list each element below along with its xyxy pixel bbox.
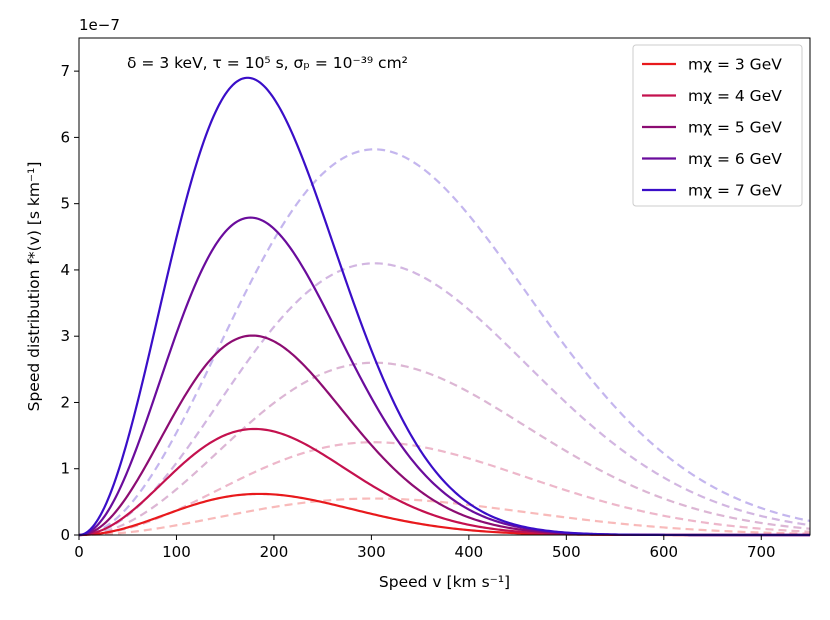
x-tick-label: 600 xyxy=(649,543,678,561)
legend-label-mx-3: mχ = 3 GeV xyxy=(688,56,782,74)
y-tick-label: 5 xyxy=(60,195,70,213)
dashed-series-mx-4 xyxy=(78,441,811,537)
legend-label-mx-7: mχ = 7 GeV xyxy=(688,182,782,200)
x-tick-label: 500 xyxy=(552,543,581,561)
x-axis: 0 100 200 300 400 500 600 700 xyxy=(74,535,776,561)
x-tick-label: 700 xyxy=(747,543,776,561)
y-axis-label: Speed distribution f*(v) [s km⁻¹] xyxy=(25,162,43,412)
legend-box xyxy=(632,44,803,207)
legend-label-mx-5: mχ = 5 GeV xyxy=(688,119,782,137)
x-tick-label: 200 xyxy=(260,543,289,561)
y-tick-label: 0 xyxy=(60,526,70,544)
legend-label-mx-4: mχ = 4 GeV xyxy=(688,87,782,105)
x-tick-label: 300 xyxy=(357,543,386,561)
y-tick-label: 7 xyxy=(60,62,70,80)
x-tick-label: 400 xyxy=(455,543,484,561)
dashed-series-mx-7 xyxy=(78,148,811,537)
plot-frame xyxy=(78,37,811,536)
dashed-series-mx-5 xyxy=(78,361,811,537)
dashed-series-mx-3 xyxy=(79,497,811,537)
legend: mχ = 3 GeV mχ = 4 GeV mχ = 5 GeV mχ = 6 GeV… xyxy=(632,44,803,207)
y-tick-label: 3 xyxy=(60,327,70,345)
y-tick-label: 4 xyxy=(60,261,70,279)
y-axis: 0 1 2 3 4 5 6 7 xyxy=(60,62,79,544)
y-offset-label: 1e−7 xyxy=(79,16,120,34)
legend-items: mχ = 3 GeV mχ = 4 GeV mχ = 5 GeV mχ = 6 GeV… xyxy=(642,56,782,200)
x-axis-label: Speed v [km s⁻¹] xyxy=(379,573,510,591)
dashed-series-mx-6 xyxy=(78,262,811,537)
x-tick-label: 100 xyxy=(162,543,191,561)
y-tick-label: 1 xyxy=(60,460,70,478)
legend-label-mx-6: mχ = 6 GeV xyxy=(688,150,782,168)
y-tick-label: 6 xyxy=(60,128,70,146)
parameter-annotation: δ = 3 keV, τ = 10⁵ s, σₚ = 10⁻³⁹ cm² xyxy=(127,54,408,72)
x-tick-label: 0 xyxy=(74,543,84,561)
y-tick-label: 2 xyxy=(60,393,70,411)
